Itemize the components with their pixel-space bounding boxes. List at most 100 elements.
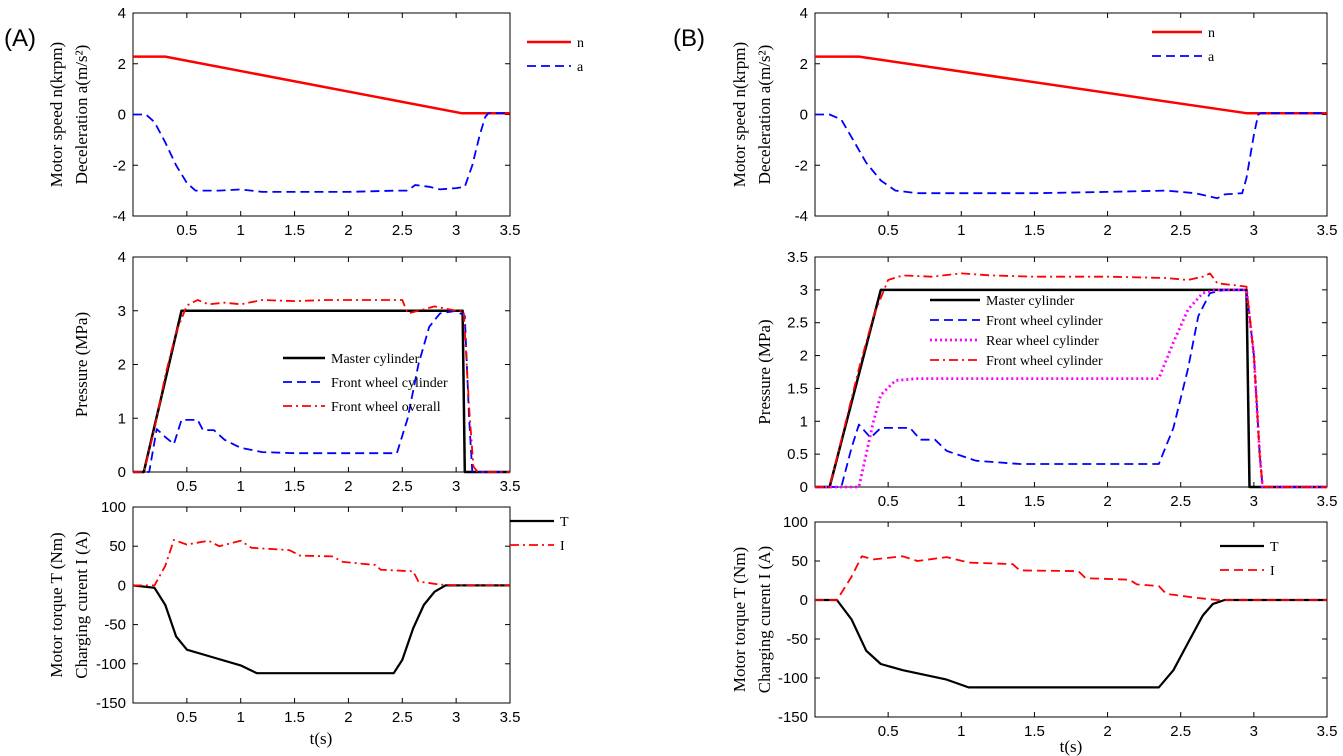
- x-tick-label: 1: [957, 493, 965, 510]
- x-tick-label: 1.5: [1024, 493, 1045, 510]
- chart-a1: 0.5 1 1.5 2 2.5 3 3.5 -4 -2 0 2 4 Motor speed n(krpm…: [47, 5, 584, 239]
- y-tick-label: 100: [101, 499, 126, 516]
- chart-b1: 0.5 1 1.5 2 2.5 3 3.5 -4 -2 0 2 4 Motor speed n(krpm…: [730, 5, 1337, 239]
- legend-label: I: [1270, 564, 1275, 579]
- y-tick-label: 100: [783, 514, 808, 531]
- charts: 0.5 1 1.5 2 2.5 3 3.5 -4 -2 0 2 4 Motor speed n(krpm…: [47, 5, 1337, 756]
- chart-b3: 0.5 1 1.5 2 2.5 3 3.5 -150 -100 -50 0 50 100 Motor to…: [730, 514, 1337, 756]
- legend-label: a: [1208, 50, 1215, 65]
- x-tick-label: 2: [344, 478, 352, 495]
- legend-label: Rear wheel cylinder: [986, 334, 1099, 349]
- y-axis-label: Motor torque T (Nm): [47, 532, 66, 677]
- x-tick-label: 1: [957, 723, 965, 740]
- y-axis-label: Motor torque T (Nm): [730, 547, 749, 692]
- y-axis-label: Pressure (MPa): [755, 319, 774, 424]
- y-tick-label: 4: [118, 249, 126, 266]
- y-tick-label: 1: [118, 410, 126, 427]
- chart-b2: 0.5 1 1.5 2 2.5 3 3.5 0 0.5 1 1.5 2 2.5 3 3.5 Pressure …: [755, 249, 1337, 510]
- x-tick-label: 3: [1250, 493, 1258, 510]
- series-line-front-wheel-cylinder: [133, 309, 510, 473]
- legend-label: I: [560, 539, 565, 554]
- chart-a2: 0.5 1 1.5 2 2.5 3 3.5 0 1 2 3 4 Pressure (MPa) Master…: [72, 249, 520, 495]
- y-tick-label: 4: [118, 5, 126, 22]
- legend-label: T: [1270, 540, 1279, 555]
- series-line-t: [815, 598, 1327, 689]
- x-tick-label: 1: [237, 478, 245, 495]
- x-tick-label: 1: [237, 222, 245, 239]
- x-tick-label: 1.5: [284, 478, 305, 495]
- x-tick-label: 3.5: [1317, 723, 1338, 740]
- legend-label: Master cylinder: [986, 294, 1075, 309]
- x-tick-label: 3: [1250, 723, 1258, 740]
- series-line-n: [133, 55, 510, 115]
- x-tick-label: 2: [344, 222, 352, 239]
- y-tick-label: 4: [800, 5, 808, 22]
- y-tick-label: 0: [800, 107, 808, 124]
- x-tick-label: 3.5: [1317, 493, 1338, 510]
- y-tick-label: -4: [113, 208, 126, 225]
- series-line-n: [815, 55, 1327, 115]
- series-line-master-cylinder: [133, 309, 510, 474]
- x-tick-label: 2: [1103, 493, 1111, 510]
- legend-label: Front wheel cylinder: [986, 354, 1103, 369]
- y-tick-label: 2: [118, 357, 126, 374]
- series-line-front-wheel-overall: [133, 299, 510, 473]
- x-tick-label: 2: [344, 709, 352, 726]
- y-tick-label: 0: [800, 592, 808, 609]
- y-axis-label: Deceleration a(m/s²): [72, 45, 91, 185]
- x-tick-label: 0.5: [176, 709, 197, 726]
- y-tick-label: 0: [118, 464, 126, 481]
- x-tick-label: 2.5: [392, 709, 413, 726]
- y-axis-label: Charging curent I (A): [72, 531, 91, 678]
- series-line-i: [133, 539, 510, 587]
- legend-label: Front wheel cylinder: [986, 314, 1103, 329]
- x-tick-label: 3: [452, 222, 460, 239]
- x-tick-label: 3.5: [500, 478, 521, 495]
- series-line-rear-wheel-cylinder: [815, 288, 1327, 489]
- x-tick-label: 3: [452, 478, 460, 495]
- legend-label: a: [577, 60, 584, 75]
- y-tick-label: 3.5: [787, 249, 808, 266]
- y-tick-label: 3: [118, 303, 126, 320]
- x-axis-label: t(s): [310, 729, 333, 748]
- y-tick-label: 2.5: [787, 315, 808, 332]
- series-line-i: [815, 555, 1327, 601]
- panel-label-b: (B): [673, 25, 705, 52]
- x-tick-label: 2.5: [1170, 723, 1191, 740]
- x-tick-label: 0.5: [878, 723, 899, 740]
- series-line-front-wheel-cylinder: [815, 272, 1327, 488]
- x-tick-label: 2.5: [1170, 222, 1191, 239]
- y-axis-label: Pressure (MPa): [72, 312, 91, 417]
- series-line-a: [133, 112, 510, 193]
- plot-frame: [132, 256, 511, 473]
- x-tick-label: 0.5: [878, 222, 899, 239]
- x-tick-label: 1.5: [1024, 723, 1045, 740]
- legend-label: Master cylinder: [331, 352, 420, 367]
- y-tick-label: 1.5: [787, 380, 808, 397]
- chart-a3: 0.5 1 1.5 2 2.5 3 3.5 -150 -100 -50 0 50 100 Motor to…: [47, 499, 569, 748]
- legend-label: n: [577, 36, 584, 51]
- y-tick-label: 0: [800, 479, 808, 496]
- y-tick-label: 2: [800, 56, 808, 73]
- x-tick-label: 3.5: [1317, 222, 1338, 239]
- x-tick-label: 1.5: [1024, 222, 1045, 239]
- y-tick-label: -50: [104, 617, 126, 634]
- y-tick-label: -100: [778, 670, 808, 687]
- y-tick-label: -2: [795, 157, 808, 174]
- series-line-a: [815, 112, 1327, 200]
- y-tick-label: 0: [118, 577, 126, 594]
- y-tick-label: -150: [96, 695, 126, 712]
- plot-frame: [814, 521, 1328, 718]
- x-tick-label: 3.5: [500, 222, 521, 239]
- x-tick-label: 0.5: [878, 493, 899, 510]
- y-tick-label: -50: [786, 631, 808, 648]
- y-tick-label: 2: [800, 348, 808, 365]
- y-tick-label: 1: [800, 413, 808, 430]
- legend-label: Front wheel cylinder: [331, 376, 448, 391]
- series-line-t: [133, 584, 510, 675]
- x-tick-label: 3: [1250, 222, 1258, 239]
- y-axis-label: Motor speed n(krpm): [730, 42, 749, 187]
- legend-label: T: [560, 515, 569, 530]
- series-line-front-wheel-cylinder: [815, 289, 1327, 488]
